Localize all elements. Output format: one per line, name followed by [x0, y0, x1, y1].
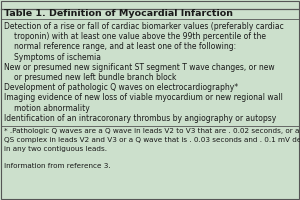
Text: Imaging evidence of new loss of viable myocardium or new regional wall: Imaging evidence of new loss of viable m… [4, 93, 283, 102]
Text: motion abnormality: motion abnormality [14, 104, 90, 113]
Text: normal reference range, and at least one of the following:: normal reference range, and at least one… [14, 42, 236, 51]
Text: troponin) with at least one value above the 99th percentile of the: troponin) with at least one value above … [14, 32, 266, 41]
Text: Development of pathologic Q waves on electrocardiography*: Development of pathologic Q waves on ele… [4, 83, 238, 92]
Text: or presumed new left bundle branch block: or presumed new left bundle branch block [14, 73, 176, 82]
Text: * .Pathologic Q waves are a Q wave in leads V2 to V3 that are . 0.02 seconds, or: * .Pathologic Q waves are a Q wave in le… [4, 128, 299, 134]
Text: Information from reference 3.: Information from reference 3. [4, 163, 111, 169]
Text: in any two contiguous leads.: in any two contiguous leads. [4, 146, 107, 152]
Text: Identification of an intracoronary thrombus by angiography or autopsy: Identification of an intracoronary throm… [4, 114, 276, 123]
Text: New or presumed new significant ST segment T wave changes, or new: New or presumed new significant ST segme… [4, 63, 274, 72]
Text: Symptoms of ischemia: Symptoms of ischemia [14, 53, 101, 62]
Text: Detection of a rise or fall of cardiac biomarker values (preferably cardiac: Detection of a rise or fall of cardiac b… [4, 22, 284, 31]
Text: Table 1. Definition of Myocardial Infarction: Table 1. Definition of Myocardial Infarc… [4, 9, 233, 19]
Text: QS complex in leads V2 and V3 or a Q wave that is . 0.03 seconds and . 0.1 mV de: QS complex in leads V2 and V3 or a Q wav… [4, 137, 300, 143]
